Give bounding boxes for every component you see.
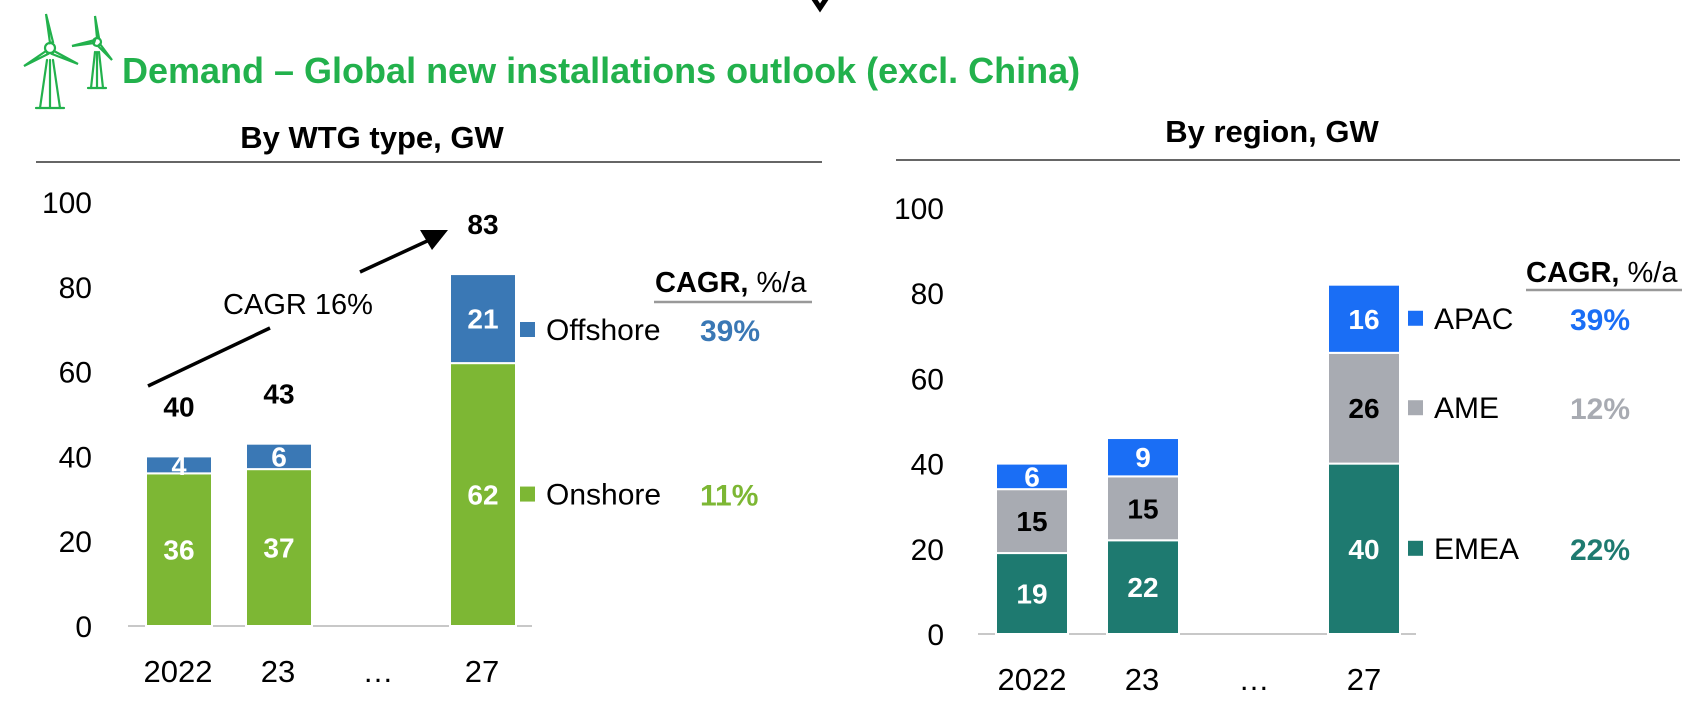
cagr-header-bold: CAGR, (655, 267, 748, 299)
bar-segment-apac (1327, 283, 1401, 354)
bar-segment-emea (995, 552, 1069, 635)
bar-segment-onshore (245, 468, 313, 627)
cagr-annotation: CAGR 16% (223, 289, 373, 321)
cagr-header-unit: %/a (1619, 257, 1678, 289)
data-label: 40 (1348, 534, 1379, 565)
bar-segment-offshore (449, 273, 517, 365)
data-label: 26 (1348, 393, 1379, 424)
wtg-type-chart: By WTG type, GW 0 20 40 60 80 100 2022 23 … 27 36 4 4… (36, 120, 822, 689)
y-tick-label: 0 (927, 619, 944, 652)
data-label: 15 (1016, 506, 1047, 537)
legend-label: Onshore (546, 479, 661, 512)
data-label: 16 (1348, 304, 1379, 335)
y-tick-label: 80 (59, 272, 92, 305)
y-tick-label: 60 (911, 363, 944, 396)
y-tick-label: 40 (911, 449, 944, 482)
legend-swatch-apac (1408, 310, 1423, 326)
y-tick-label: 40 (59, 441, 92, 474)
data-label: 15 (1127, 493, 1158, 524)
bar-segment-onshore (449, 362, 517, 627)
total-label: 83 (467, 209, 498, 240)
x-tick-label: 27 (465, 654, 499, 689)
legend-label: EMEA (1434, 533, 1519, 566)
legend-swatch-onshore (520, 486, 535, 502)
y-tick-label: 0 (75, 611, 92, 644)
y-tick-label: 60 (59, 357, 92, 390)
chart-title: By region, GW (1165, 114, 1379, 149)
legend-label: Offshore (546, 314, 661, 347)
cagr-header-unit: %/a (748, 267, 807, 299)
legend-label: APAC (1434, 303, 1513, 336)
data-label: 4 (171, 451, 186, 481)
cagr-value: 12% (1570, 393, 1630, 426)
clipped-heading-fragment (811, 0, 829, 13)
x-tick-label: 23 (1125, 662, 1159, 697)
bar-segment-apac (1106, 437, 1180, 478)
data-label: 22 (1127, 572, 1158, 603)
legend-swatch-ame (1408, 400, 1423, 416)
legend-label: AME (1434, 392, 1499, 425)
cagr-arrow-tail (147, 326, 271, 388)
legend-swatch-offshore (520, 322, 535, 337)
x-tick-label: … (1239, 662, 1270, 697)
data-label: 21 (467, 304, 498, 335)
bar-segment-ame (1327, 351, 1401, 465)
total-label: 40 (163, 391, 194, 422)
data-label: 37 (263, 533, 294, 564)
page-title: Demand – Global new installations outloo… (122, 50, 1080, 91)
data-label: 36 (163, 535, 194, 566)
y-tick-label: 20 (59, 526, 92, 559)
region-chart: By region, GW 0 20 40 60 80 100 2022 23 … 27 19 15 6 2… (894, 114, 1682, 697)
chart-title: By WTG type, GW (240, 120, 504, 155)
data-label: 6 (271, 441, 287, 472)
x-tick-label: 23 (261, 654, 295, 689)
legend-swatch-emea (1408, 540, 1423, 556)
data-label: 9 (1135, 442, 1151, 473)
x-tick-label: … (363, 654, 394, 689)
cagr-arrow-shaft (359, 234, 439, 274)
y-tick-label: 100 (42, 187, 92, 220)
cagr-value: 39% (1570, 304, 1630, 337)
cagr-header-bold: CAGR, (1526, 257, 1619, 289)
x-tick-label: 2022 (998, 662, 1067, 697)
cagr-value: 39% (700, 315, 760, 348)
bar-segment-emea (1106, 539, 1180, 636)
data-label: 62 (467, 480, 498, 511)
x-tick-label: 27 (1347, 662, 1381, 697)
cagr-header: CAGR, %/a (1526, 257, 1678, 289)
cagr-arrow-head (420, 230, 448, 250)
y-tick-label: 100 (894, 193, 944, 226)
x-tick-label: 2022 (144, 654, 213, 689)
y-tick-label: 20 (911, 534, 944, 567)
bar-segment-apac (995, 462, 1069, 491)
cagr-value: 11% (700, 480, 758, 513)
bar-segment-emea (1327, 462, 1401, 635)
bar-segment-offshore (145, 455, 213, 475)
y-tick-label: 80 (911, 278, 944, 311)
data-label: 19 (1016, 579, 1047, 610)
total-label: 43 (263, 379, 294, 410)
data-label: 6 (1024, 461, 1040, 492)
bar-segment-offshore (245, 442, 313, 471)
wind-turbines-icon (23, 13, 113, 110)
cagr-header: CAGR, %/a (655, 267, 807, 299)
cagr-value: 22% (1570, 534, 1630, 567)
